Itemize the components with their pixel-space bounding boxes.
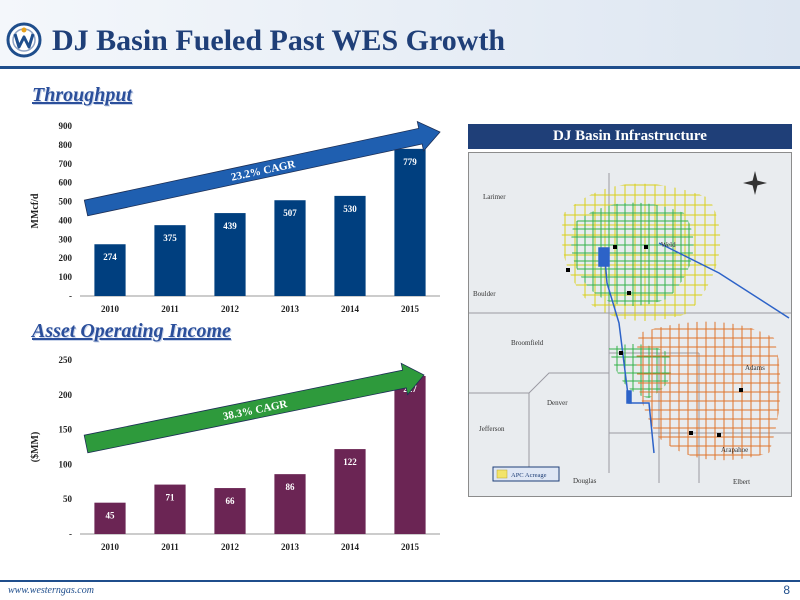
cagr-arrow-shape [83,362,425,454]
page-number: 8 [783,583,790,597]
bar-value-label: 86 [286,482,296,492]
y-tick-label: 100 [59,459,73,469]
bar-value-label: 530 [343,204,357,214]
footer-divider [0,580,800,582]
x-tick-label: 2010 [101,304,120,314]
cagr-arrow-shape [83,120,441,217]
operating-income-chart-title: Asset Operating Income [32,320,231,342]
x-tick-label: 2010 [101,542,120,552]
y-axis-label: ($MM) [30,432,41,463]
dj-basin-map: DJ Basin Infrastructure [468,124,792,497]
map-label-arapahoe: Arapahoe [721,446,748,454]
operating-income-chart: - 50 100 150 200 250 ($MM) 45 2010 71 2011 66 2012 86… [30,355,440,552]
cagr-arrow: 38.3% CAGR [83,362,425,454]
map-label-weld: Weld [661,241,676,249]
y-tick-label: 150 [59,425,73,435]
y-tick-label: - [69,291,72,301]
bar [94,244,126,296]
bar [154,225,186,296]
x-tick-label: 2011 [161,542,179,552]
x-tick-label: 2014 [341,304,360,314]
footer-url: www.westerngas.com [8,585,94,596]
map-legend: APC Acreage [492,466,560,482]
y-tick-label: 700 [59,159,73,169]
map-label-broomfield: Broomfield [511,339,544,347]
bar-value-label: 375 [163,233,177,243]
green-pipeline-network [571,202,694,306]
bar [94,502,126,534]
bar-value-label: 507 [283,208,297,218]
blue-pipelines [598,242,790,454]
x-tick-label: 2015 [401,304,420,314]
bar-value-label: 274 [103,252,117,262]
map-legend-label: APC Acreage [511,472,547,479]
map-label-elbert: Elbert [733,478,750,486]
y-tick-label: 800 [59,140,73,150]
y-tick-label: 200 [59,253,73,263]
cagr-arrow: 23.2% CAGR [83,120,441,217]
map-label-denver: Denver [547,399,568,407]
x-tick-label: 2015 [401,542,420,552]
bar-value-label: 439 [223,221,237,231]
bar [274,474,306,534]
map-graphic: Larimer Weld Boulder Broomfield Adams De… [469,171,791,486]
bar-value-label: 122 [343,457,357,467]
map-label-adams: Adams [745,364,765,372]
bar [274,200,306,296]
x-tick-label: 2013 [281,542,300,552]
wes-logo-icon [6,22,42,58]
x-tick-label: 2011 [161,304,179,314]
page-title: DJ Basin Fueled Past WES Growth [52,24,506,57]
y-tick-label: 50 [63,494,73,504]
map-title: DJ Basin Infrastructure [468,124,792,149]
bar [334,449,366,534]
y-tick-label: 500 [59,197,73,207]
bar [394,376,426,534]
bar [214,488,246,534]
y-axis-label: MMcf/d [30,193,41,228]
compass-icon [743,171,767,195]
throughput-chart-title: Throughput [32,84,133,106]
y-tick-label: 200 [59,390,73,400]
map-label-boulder: Boulder [473,290,496,298]
map-label-larimer: Larimer [483,193,506,201]
bar-value-label: 66 [226,496,236,506]
x-tick-label: 2012 [221,542,240,552]
bar [154,484,186,534]
map-image: Larimer Weld Boulder Broomfield Adams De… [468,152,792,497]
facility-markers [566,245,743,437]
y-tick-label: 400 [59,215,73,225]
bar [394,148,426,296]
x-tick-label: 2012 [221,304,240,314]
orange-pipeline-network [636,321,781,461]
bar [214,213,246,296]
y-tick-label: 100 [59,272,73,282]
y-tick-label: 900 [59,121,73,131]
x-tick-label: 2014 [341,542,360,552]
map-label-douglas: Douglas [573,477,597,485]
bar-value-label: 71 [166,493,176,503]
y-tick-label: 600 [59,178,73,188]
bar [334,195,366,296]
bar-value-label: 779 [403,157,417,167]
bar-value-label: 45 [106,511,116,521]
x-tick-label: 2013 [281,304,300,314]
y-tick-label: - [69,529,72,539]
map-label-jefferson: Jefferson [479,425,505,433]
throughput-chart: - 100 200 300 400 500 600 700 800 900 MMcf/d 274 201… [30,120,441,314]
y-tick-label: 300 [59,234,73,244]
y-tick-label: 250 [59,355,73,365]
slide-header: DJ Basin Fueled Past WES Growth [0,0,800,69]
